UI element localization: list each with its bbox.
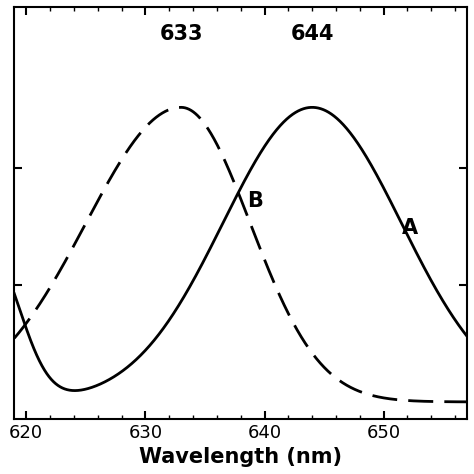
Text: A: A: [401, 218, 418, 238]
Text: 644: 644: [291, 24, 334, 44]
Text: B: B: [246, 191, 263, 211]
Text: 633: 633: [159, 24, 203, 44]
X-axis label: Wavelength (nm): Wavelength (nm): [139, 447, 342, 467]
